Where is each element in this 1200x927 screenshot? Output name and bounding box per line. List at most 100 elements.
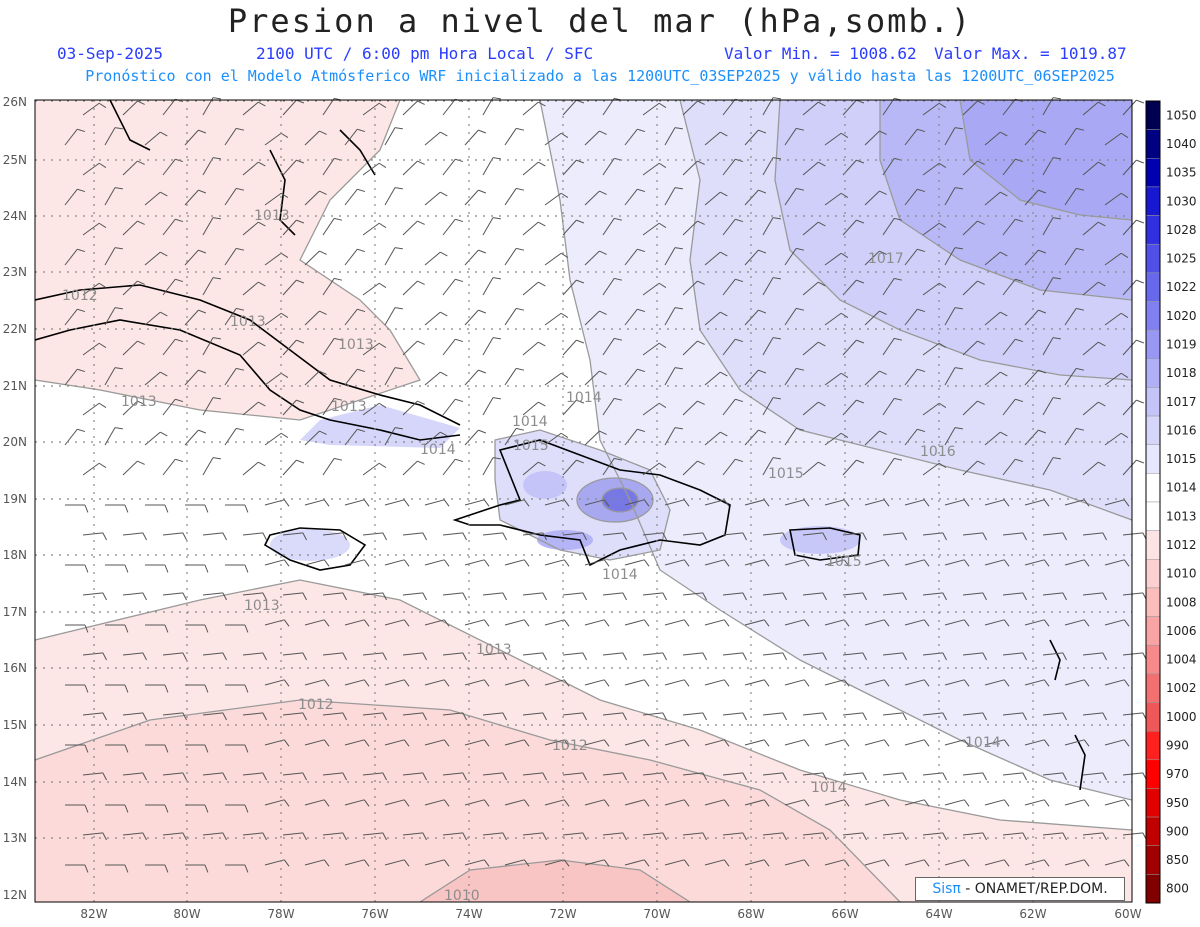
- wind-barb: [344, 619, 365, 626]
- wind-barb: [704, 499, 725, 506]
- wind-barb: [922, 162, 940, 176]
- wind-barb-flag: [763, 619, 770, 627]
- wind-barb: [1064, 679, 1085, 686]
- wind-barb: [602, 158, 615, 176]
- wind-barb-flag: [212, 157, 221, 160]
- wind-barb: [962, 712, 983, 716]
- colorbar-swatch: [1145, 243, 1161, 274]
- wind-barb: [664, 367, 676, 386]
- wind-barb: [144, 311, 161, 326]
- wind-barb: [722, 218, 736, 236]
- wind-barb-flag: [417, 340, 425, 345]
- wind-barb: [442, 772, 463, 776]
- wind-barb-flag: [1038, 309, 1047, 314]
- wind-barb-flag: [758, 369, 767, 374]
- lat-label: 25N: [3, 153, 27, 167]
- wind-barb-flag: [563, 499, 570, 507]
- wind-barb: [442, 458, 456, 476]
- wind-barb: [984, 679, 1005, 686]
- wind-barb: [1122, 99, 1137, 116]
- contour-label: 1015: [768, 466, 804, 482]
- max-value: Valor Max. = 1019.87: [934, 44, 1127, 63]
- wind-barb-flag: [1022, 592, 1027, 601]
- contour-label: 1013: [338, 337, 374, 353]
- wind-barb: [682, 832, 703, 836]
- wind-barb-flag: [1052, 217, 1061, 220]
- wind-barb-flag: [954, 127, 963, 130]
- wind-barb-flag: [462, 772, 467, 781]
- lon-axis: 82W 80W 78W 76W 74W 72W 70W 68W 66W 64W …: [80, 907, 1141, 921]
- wind-barb: [1104, 432, 1122, 446]
- wind-barb: [1104, 372, 1122, 386]
- wind-barb-flag: [954, 247, 963, 250]
- wind-barb: [82, 652, 103, 656]
- wind-barb: [682, 460, 698, 476]
- wind-barb: [744, 249, 759, 266]
- wind-barb-flag: [462, 652, 467, 661]
- wind-barb: [584, 619, 605, 626]
- wind-barb-flag: [977, 220, 985, 225]
- wind-barb-flag: [483, 679, 490, 687]
- pink-zone-1010: [420, 860, 690, 902]
- contour-label: 1012: [62, 288, 98, 304]
- colorbar-label: 1050: [1166, 108, 1197, 122]
- wind-barb: [464, 189, 479, 206]
- wind-barb-flag: [582, 652, 587, 661]
- wind-barb: [624, 188, 638, 206]
- wind-barb: [642, 832, 663, 836]
- wind-barb: [482, 772, 503, 776]
- wind-barb: [584, 310, 600, 326]
- wind-barb-flag: [182, 592, 187, 601]
- wind-barb-flag: [523, 499, 530, 507]
- wind-barb-flag: [204, 744, 209, 753]
- wind-barb: [242, 772, 263, 776]
- wind-barb: [202, 652, 223, 656]
- wind-barb-flag: [164, 864, 169, 873]
- wind-barb: [544, 312, 562, 326]
- wind-barb-flag: [603, 799, 610, 807]
- wind-barb-flag: [1052, 397, 1061, 400]
- wind-barb-flag: [394, 427, 403, 430]
- lon-label: 68W: [737, 907, 764, 921]
- wind-barb-flag: [142, 772, 147, 781]
- wind-barb: [1024, 799, 1045, 806]
- wind-barb: [122, 832, 143, 836]
- wind-barb-flag: [440, 311, 448, 317]
- wind-barb-flag: [1076, 427, 1085, 431]
- wind-barb: [682, 652, 703, 656]
- wind-barb: [1104, 559, 1125, 566]
- wind-barb-flag: [302, 532, 307, 541]
- wind-barb: [442, 278, 456, 296]
- wind-barb-flag: [662, 712, 667, 721]
- wind-barb-flag: [917, 428, 926, 433]
- wind-barb: [602, 458, 615, 476]
- wind-barb: [224, 188, 237, 206]
- wind-barb: [864, 559, 885, 566]
- wind-barb: [104, 247, 116, 266]
- wind-barb-flag: [1136, 459, 1145, 464]
- wind-barb: [602, 772, 623, 776]
- wind-barb-flag: [137, 340, 145, 345]
- contour-label: 1017: [868, 251, 904, 267]
- wind-barb-flag: [938, 282, 947, 288]
- wind-barb: [1024, 499, 1045, 506]
- wind-barb: [864, 190, 880, 206]
- wind-barb: [1082, 532, 1103, 536]
- contour-label: 1014: [420, 442, 456, 458]
- wind-barb-flag: [796, 127, 805, 131]
- wind-barb: [544, 499, 565, 506]
- wind-barb: [282, 339, 297, 356]
- colorbar-label: 1019: [1166, 337, 1197, 351]
- wind-barb: [424, 431, 441, 446]
- wind-barb-flag: [283, 739, 290, 747]
- colorbar-swatch: [1145, 329, 1161, 360]
- wind-barb-flag: [840, 132, 849, 138]
- wind-barb: [1104, 312, 1122, 326]
- wind-barb: [842, 652, 863, 656]
- contour-label: 1013: [254, 208, 290, 224]
- wind-barb: [762, 532, 783, 536]
- wind-barb-flag: [917, 248, 926, 253]
- wind-barb-flag: [198, 309, 207, 314]
- wind-barb: [842, 832, 863, 836]
- wind-barb-flag: [697, 220, 705, 225]
